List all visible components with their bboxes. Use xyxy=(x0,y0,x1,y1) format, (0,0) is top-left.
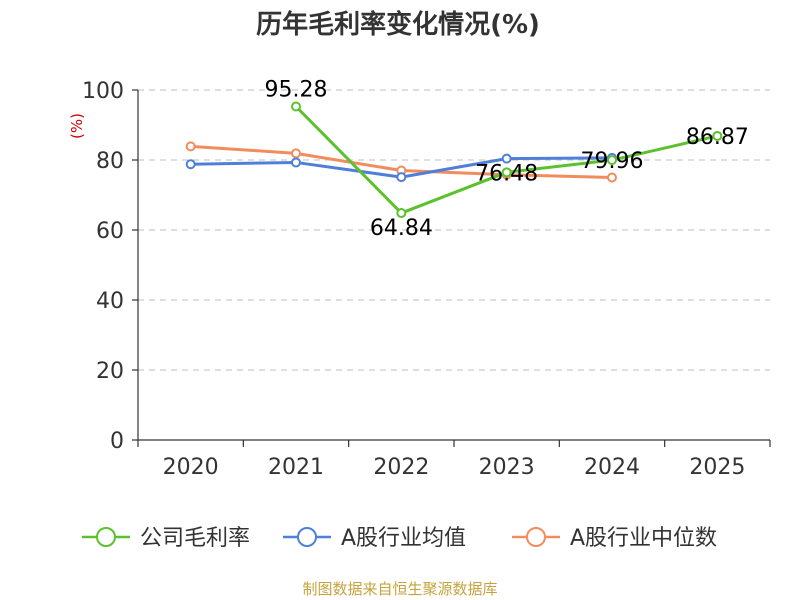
y-tick-label: 60 xyxy=(96,219,124,244)
chart-title: 历年毛利率变化情况(%) xyxy=(256,9,540,40)
data-label: 95.28 xyxy=(265,78,328,103)
y-tick-label: 80 xyxy=(96,149,124,174)
grid-lines xyxy=(138,89,770,371)
x-tick-label: 2023 xyxy=(479,455,535,480)
data-label: 64.84 xyxy=(370,216,433,241)
data-point xyxy=(396,208,407,219)
legend-label: A股行业中位数 xyxy=(570,526,717,551)
x-tick-label: 2024 xyxy=(584,455,640,480)
x-tick-label: 2021 xyxy=(268,455,324,480)
data-label: 76.48 xyxy=(475,161,538,186)
legend-marker xyxy=(96,527,116,547)
x-tick-label: 2022 xyxy=(373,455,429,480)
data-label: 86.87 xyxy=(686,125,749,150)
data-point xyxy=(712,130,723,141)
data-point xyxy=(291,148,301,159)
legend-label: A股行业均值 xyxy=(341,526,466,551)
data-point xyxy=(291,101,301,112)
data-point xyxy=(607,172,617,183)
axes: 0 20 40 60 80 100 2020 2021 2022 2023 2024 2025 xyxy=(82,79,771,480)
source-note: 制图数据来自恒生聚源数据库 xyxy=(302,580,497,598)
x-tick-label: 2025 xyxy=(689,455,745,480)
legend[interactable]: 公司毛利率 A股行业均值 A股行业中位数 xyxy=(82,526,717,551)
legend-marker xyxy=(526,527,546,547)
data-point xyxy=(291,157,301,168)
data-point xyxy=(185,141,196,152)
data-point xyxy=(607,155,617,166)
series-lines xyxy=(185,101,723,219)
legend-marker xyxy=(297,527,317,547)
data-label: 79.96 xyxy=(581,149,644,174)
y-axis-unit: (%) xyxy=(68,113,86,139)
data-point xyxy=(501,167,512,178)
data-point xyxy=(501,153,512,164)
y-tick-label: 20 xyxy=(96,359,124,384)
legend-label: 公司毛利率 xyxy=(140,526,250,551)
y-tick-label: 100 xyxy=(82,79,124,104)
y-tick-label: 0 xyxy=(110,429,124,454)
data-point xyxy=(396,172,407,183)
data-point xyxy=(185,159,196,170)
data-labels: 95.28 64.84 76.48 79.96 86.87 xyxy=(265,78,749,242)
x-tick-label: 2020 xyxy=(163,455,219,480)
y-tick-label: 40 xyxy=(96,289,124,314)
